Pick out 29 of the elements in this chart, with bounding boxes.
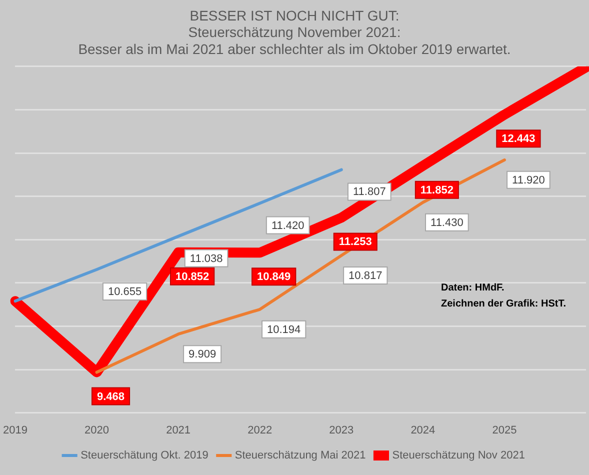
data-label: 9.468: [97, 390, 125, 403]
data-label: 11.852: [420, 184, 454, 196]
data-label: 10.194: [267, 324, 301, 336]
data-label: 11.807: [352, 186, 386, 198]
chart-subtitle: Steuerschätzung November 2021: Besser als im Mai 2021 aber schlechter als im Oktober 2019 erwartet.: [78, 24, 511, 57]
x-tick-label: 2019: [2, 424, 28, 436]
legend-label: Steuerschätzung Mai 2021: [234, 450, 366, 462]
legend-label: Steuerschätzung Nov 2021: [392, 450, 525, 462]
data-label: 10.817: [348, 270, 382, 282]
data-label: 11.430: [430, 216, 464, 229]
data-label: 10.852: [175, 270, 210, 283]
x-tick-label: 2020: [84, 424, 110, 436]
data-label: 11.253: [338, 236, 372, 248]
legend-label: Steuerschätung Okt. 2019: [80, 450, 208, 462]
x-tick-label: 2025: [492, 424, 517, 436]
data-label: 11.420: [271, 220, 304, 232]
x-tick-label: 2024: [410, 424, 436, 436]
x-tick-label: 2022: [248, 424, 272, 436]
data-label: 11.920: [512, 174, 545, 186]
data-label: 11.038: [190, 252, 223, 265]
annotation: Daten: HMdF.: [441, 282, 505, 294]
x-tick-label: 2021: [166, 424, 191, 436]
x-tick-label: 2023: [329, 424, 354, 436]
data-label: 12.443: [502, 133, 536, 146]
data-label: 10.655: [108, 286, 142, 298]
chart-title: BESSER IST NOCH NICHT GUT:: [190, 7, 400, 24]
annotation: Zeichnen der Grafik: HStT.: [441, 298, 566, 310]
data-label: 10.849: [257, 271, 291, 284]
data-label: 9.909: [188, 348, 216, 361]
